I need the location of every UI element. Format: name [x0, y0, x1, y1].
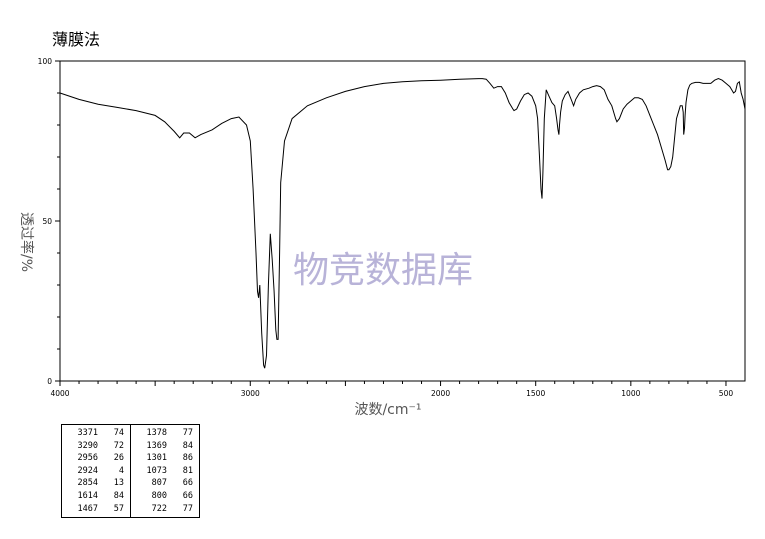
peak-wavenumber: 1369 — [146, 440, 167, 451]
plot-frame — [59, 60, 746, 382]
peak-transmittance: 84 — [113, 490, 124, 501]
x-tick-label: 2000 — [431, 389, 450, 398]
peak-row: 1369 84 — [137, 440, 193, 453]
x-tick-label: 1000 — [621, 389, 640, 398]
peak-wavenumber: 3371 — [77, 428, 98, 438]
peak-transmittance: 74 — [113, 428, 124, 438]
x-tick-label: 4000 — [50, 389, 69, 398]
peak-row: 1614 84 — [68, 490, 124, 503]
peak-row: 1378 77 — [137, 427, 193, 440]
peak-transmittance: 57 — [113, 503, 124, 514]
peak-transmittance: 4 — [118, 465, 124, 476]
peak-wavenumber: 1378 — [146, 428, 167, 438]
peak-row: 1301 86 — [137, 452, 193, 465]
peak-row: 3290 72 — [68, 440, 124, 453]
peak-wavenumber: 2854 — [77, 478, 98, 489]
chart-title: 薄膜法 — [52, 30, 101, 49]
peak-wavenumber: 1467 — [77, 503, 98, 514]
peak-row: 1467 57 — [68, 503, 124, 516]
peak-wavenumber: 800 — [151, 490, 167, 501]
peak-wavenumber: 2956 — [77, 453, 98, 464]
peak-table-right-column: 1378 77 1369 84 1301 86 1073 81 807 66 800 66 722 77 — [130, 425, 199, 518]
peak-wavenumber: 2924 — [77, 465, 98, 476]
peak-wavenumber: 1614 — [77, 490, 98, 501]
peak-transmittance: 86 — [182, 453, 193, 464]
peak-wavenumber: 807 — [151, 478, 167, 489]
peak-row: 3371 74 — [68, 427, 124, 440]
peak-row: 722 77 — [137, 503, 193, 516]
x-tick-label: 1500 — [526, 389, 545, 398]
peak-transmittance: 81 — [182, 465, 193, 476]
peak-wavenumber: 1073 — [146, 465, 167, 476]
watermark: 物竞数据库 — [293, 250, 473, 291]
y-axis-label: 透过率/% — [18, 212, 35, 272]
x-tick-label: 500 — [719, 389, 734, 398]
y-tick-label: 50 — [42, 217, 52, 226]
peak-wavenumber: 1301 — [146, 453, 167, 464]
peak-row: 1073 81 — [137, 465, 193, 478]
peak-row: 800 66 — [137, 490, 193, 503]
peak-transmittance: 77 — [182, 428, 193, 438]
peak-transmittance: 84 — [182, 440, 193, 451]
peak-transmittance: 72 — [113, 440, 124, 451]
x-axis-label: 波数/cm⁻¹ — [354, 402, 421, 418]
peak-transmittance: 66 — [182, 478, 193, 489]
peak-transmittance: 13 — [113, 478, 124, 489]
peak-wavenumber: 3290 — [77, 440, 98, 451]
peak-table: 3371 74 3290 72 2956 26 2924 4 2854 13 1614 84 1467 5… — [61, 424, 200, 519]
peak-row: 2956 26 — [68, 452, 124, 465]
ir-spectrum-chart: 4000 3000 2000 1500 1000 500 0 50 100 物竞数据库 波数/c… — [18, 57, 746, 418]
y-tick-label: 100 — [38, 57, 53, 66]
peak-transmittance: 77 — [182, 503, 193, 514]
x-tick-label: 3000 — [241, 389, 260, 398]
peak-row: 2924 4 — [68, 465, 124, 478]
peak-row: 807 66 — [137, 477, 193, 490]
peak-transmittance: 26 — [113, 453, 124, 464]
y-tick-label: 0 — [47, 377, 52, 386]
peak-row: 2854 13 — [68, 477, 124, 490]
peak-table-left-column: 3371 74 3290 72 2956 26 2924 4 2854 13 1614 84 1467 5… — [62, 425, 130, 517]
spectrum-line — [59, 78, 746, 369]
peak-wavenumber: 722 — [151, 503, 167, 514]
peak-transmittance: 66 — [182, 490, 193, 501]
